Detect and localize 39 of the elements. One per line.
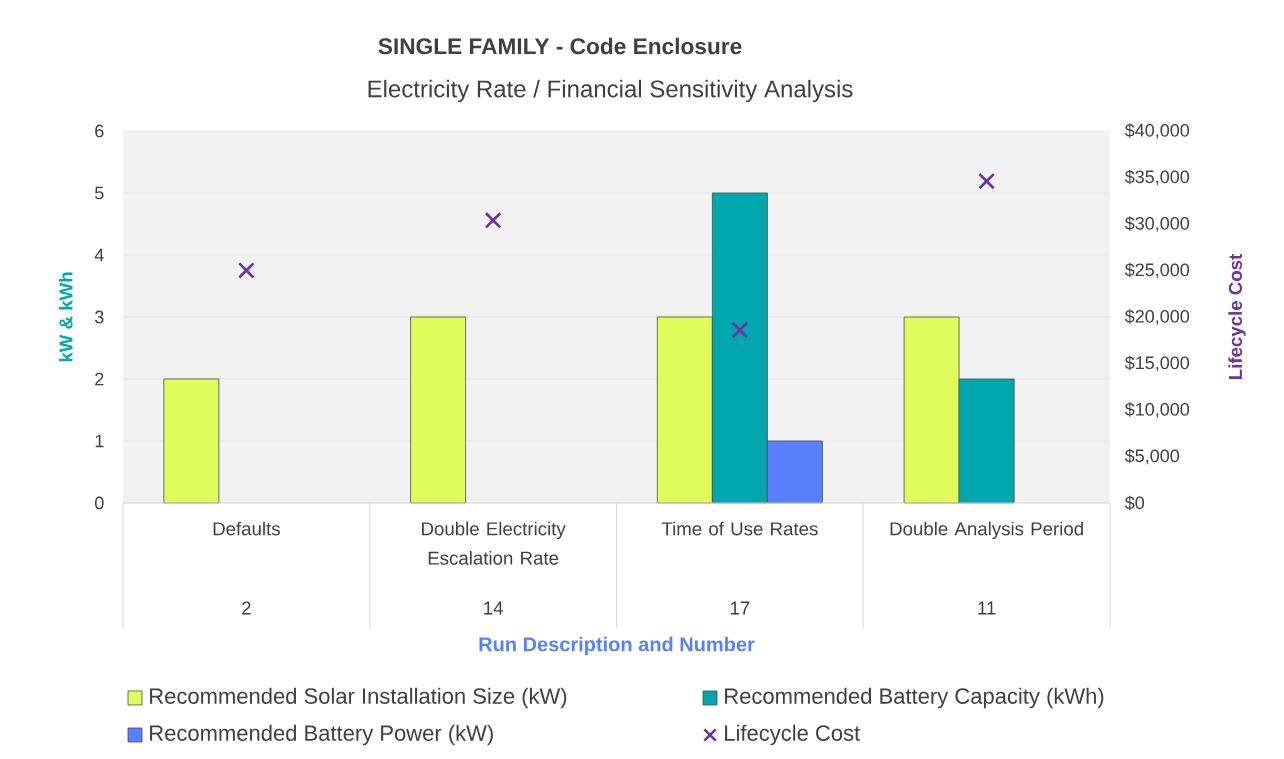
text: 17 xyxy=(730,601,750,615)
y2-tick-label: $30,000 xyxy=(1124,216,1190,232)
text: 2 xyxy=(242,601,251,615)
y2-tick-label: $25,000 xyxy=(1124,262,1190,279)
text: 14 xyxy=(484,601,503,615)
x-tick-label: Defaults xyxy=(213,521,280,536)
point xyxy=(237,262,255,279)
x-tick-label: Double Analysis Period xyxy=(890,521,1083,540)
y2-tick-label: $5,000 xyxy=(1124,448,1180,465)
y-tick-label: 6 xyxy=(95,124,104,138)
y-tick-label: 0 xyxy=(95,496,104,510)
x-tick-label: Time of Use Rates xyxy=(661,521,818,536)
point xyxy=(978,172,996,190)
x-axis-title: Run Description and Number xyxy=(479,636,755,656)
text: 11 xyxy=(978,601,996,615)
y2-tick-label: $40,000 xyxy=(1124,123,1190,139)
point xyxy=(484,211,502,229)
legend-label: Recommended Solar Installation Size (kW) xyxy=(150,687,567,709)
point xyxy=(731,321,749,339)
legend-label: Recommended Battery Capacity (kWh) xyxy=(725,687,1104,709)
y-tick-label: 1 xyxy=(95,434,104,448)
y-tick-label: 4 xyxy=(94,248,104,262)
y2-tick-label: $10,000 xyxy=(1124,402,1190,418)
y2-tick-label: $20,000 xyxy=(1124,309,1190,325)
y2-tick-label: $0 xyxy=(1124,495,1145,511)
chart-title: SINGLE FAMILY - Code Enclosure xyxy=(378,37,742,55)
y-axis-title: kW & kWh xyxy=(58,272,73,362)
bar xyxy=(163,378,220,504)
y2-tick-label: $15,000 xyxy=(1124,355,1190,372)
y2-axis-title: Lifecycle Cost xyxy=(1228,253,1246,380)
bar xyxy=(410,316,467,504)
legend-label: Recommended Battery Power (kW) xyxy=(150,724,493,746)
y-tick-label: 3 xyxy=(94,310,104,324)
y2-tick-label: $35,000 xyxy=(1124,169,1190,186)
legend-label: Lifecycle Cost xyxy=(725,724,861,746)
y-tick-label: 2 xyxy=(95,372,104,386)
y-tick-label: 5 xyxy=(95,186,104,200)
chart-subtitle: Electricity Rate / Financial Sensitivity Analysis xyxy=(368,79,853,103)
x-tick-label: Double Electricity Escalation Rate xyxy=(422,521,566,565)
